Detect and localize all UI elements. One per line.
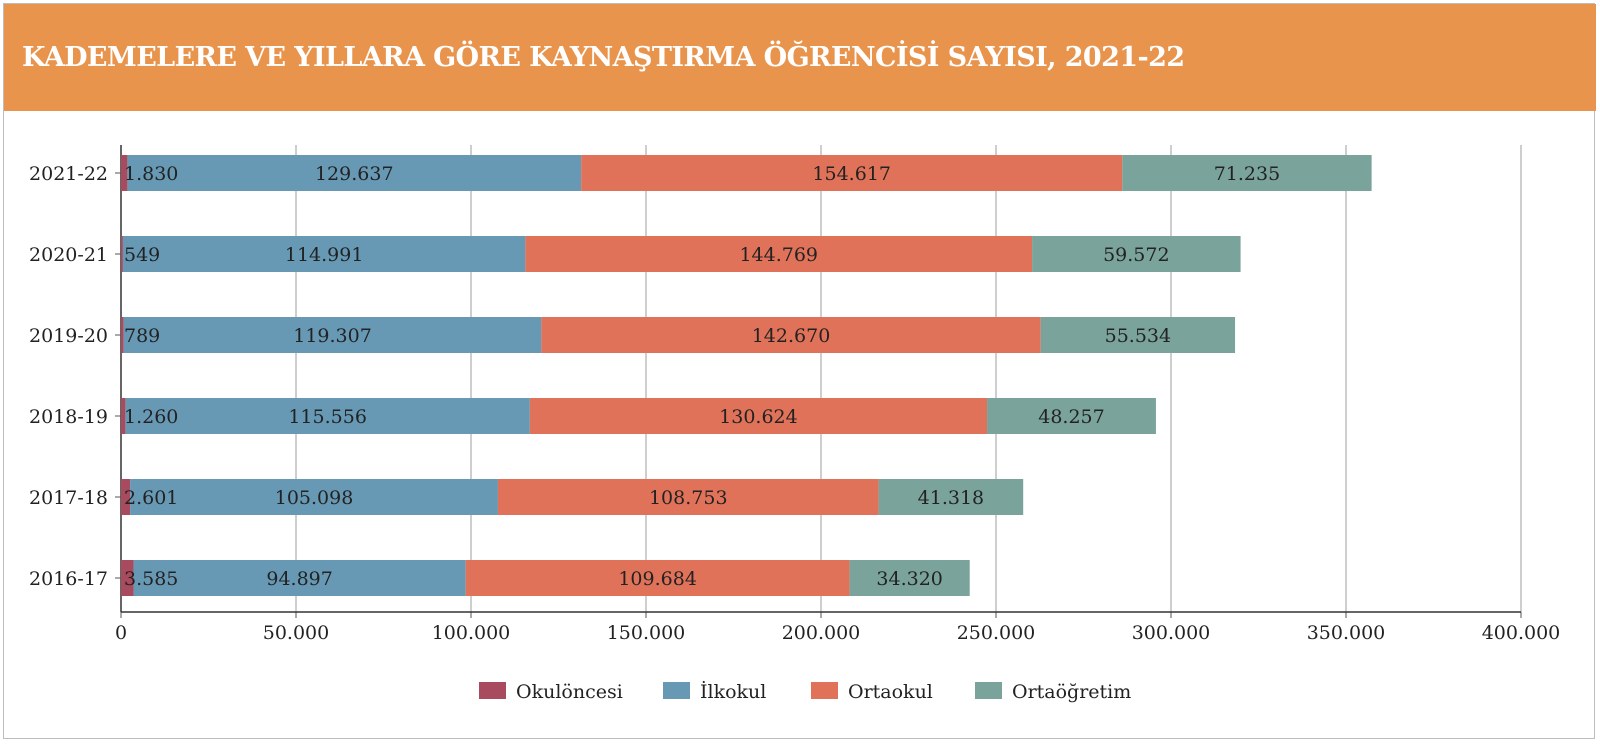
data-label-ortaogretim: 55.534 bbox=[1105, 325, 1171, 347]
x-tick-label: 100.000 bbox=[432, 622, 511, 644]
bar-ortaogretim-2021-22 bbox=[1122, 155, 1372, 191]
bar-ortaogretim-2016-17 bbox=[849, 560, 970, 596]
bar-ortaokul-2020-21 bbox=[525, 236, 1033, 272]
chart-title: KADEMELERE VE YILLARA GÖRE KAYNAŞTIRMA Ö… bbox=[22, 42, 1185, 73]
data-label-ortaokul: 144.769 bbox=[739, 244, 818, 266]
data-label-ilkokul: 94.897 bbox=[266, 568, 332, 590]
data-label-okuloncesi: 1.830 bbox=[124, 163, 178, 185]
bar-ilkokul-2017-18 bbox=[130, 479, 498, 515]
y-category-label: 2021-22 bbox=[29, 163, 108, 185]
bar-okuloncesi-2017-18 bbox=[121, 479, 131, 515]
bar-ilkokul-2018-19 bbox=[125, 398, 530, 434]
bar-ortaokul-2016-17 bbox=[465, 560, 850, 596]
data-label-ortaogretim: 34.320 bbox=[876, 568, 942, 590]
bar-okuloncesi-2019-20 bbox=[121, 317, 124, 353]
data-label-okuloncesi: 789 bbox=[124, 325, 160, 347]
bar-ortaogretim-2017-18 bbox=[878, 479, 1024, 515]
x-tick-label: 300.000 bbox=[1132, 622, 1211, 644]
data-label-okuloncesi: 1.260 bbox=[124, 406, 178, 428]
x-tick-label: 400.000 bbox=[1482, 622, 1561, 644]
data-label-ilkokul: 119.307 bbox=[293, 325, 372, 347]
legend-swatch-ortaokul bbox=[811, 682, 838, 699]
bar-ilkokul-2016-17 bbox=[133, 560, 466, 596]
x-tick-label: 50.000 bbox=[263, 622, 329, 644]
data-label-ortaokul: 142.670 bbox=[752, 325, 831, 347]
bar-ortaogretim-2019-20 bbox=[1040, 317, 1236, 353]
x-tick-label: 0 bbox=[115, 622, 127, 644]
data-label-ortaokul: 130.624 bbox=[719, 406, 798, 428]
data-label-ortaokul: 109.684 bbox=[618, 568, 697, 590]
data-label-okuloncesi: 2.601 bbox=[124, 487, 178, 509]
y-category-label: 2018-19 bbox=[29, 406, 108, 428]
bar-ortaokul-2019-20 bbox=[541, 317, 1041, 353]
bar-ortaokul-2021-22 bbox=[581, 155, 1123, 191]
bar-ortaogretim-2018-19 bbox=[987, 398, 1156, 434]
legend-label-ortaogretim: Ortaöğretim bbox=[1012, 681, 1131, 703]
x-tick-label: 350.000 bbox=[1307, 622, 1386, 644]
bar-ortaokul-2018-19 bbox=[529, 398, 988, 434]
legend-label-ilkokul: İlkokul bbox=[700, 680, 766, 703]
data-label-ilkokul: 129.637 bbox=[315, 163, 394, 185]
x-tick-label: 200.000 bbox=[782, 622, 861, 644]
data-label-ortaogretim: 41.318 bbox=[918, 487, 984, 509]
data-label-okuloncesi: 3.585 bbox=[124, 568, 178, 590]
bar-ortaokul-2017-18 bbox=[497, 479, 879, 515]
chart-frame bbox=[3, 3, 1595, 739]
x-tick-label: 250.000 bbox=[957, 622, 1036, 644]
bar-ilkokul-2020-21 bbox=[122, 236, 526, 272]
bar-ilkokul-2019-20 bbox=[123, 317, 542, 353]
bar-ortaogretim-2020-21 bbox=[1032, 236, 1241, 272]
y-category-label: 2019-20 bbox=[29, 325, 108, 347]
data-label-okuloncesi: 549 bbox=[124, 244, 160, 266]
data-label-ortaokul: 154.617 bbox=[812, 163, 891, 185]
x-tick-label: 150.000 bbox=[607, 622, 686, 644]
data-label-ortaogretim: 48.257 bbox=[1038, 406, 1104, 428]
legend-swatch-ortaogretim bbox=[975, 682, 1002, 699]
bar-okuloncesi-2016-17 bbox=[121, 560, 134, 596]
data-label-ilkokul: 114.991 bbox=[285, 244, 364, 266]
y-category-label: 2020-21 bbox=[29, 244, 108, 266]
data-label-ilkokul: 115.556 bbox=[288, 406, 367, 428]
title-banner: KADEMELERE VE YILLARA GÖRE KAYNAŞTIRMA Ö… bbox=[4, 4, 1596, 111]
y-category-label: 2017-18 bbox=[29, 487, 108, 509]
legend-label-okuloncesi: Okulöncesi bbox=[516, 681, 623, 703]
y-category-label: 2016-17 bbox=[29, 568, 108, 590]
data-label-ortaogretim: 71.235 bbox=[1214, 163, 1280, 185]
legend-swatch-ilkokul bbox=[663, 682, 690, 699]
data-label-ortaokul: 108.753 bbox=[649, 487, 728, 509]
bar-okuloncesi-2018-19 bbox=[121, 398, 126, 434]
bar-okuloncesi-2020-21 bbox=[121, 236, 123, 272]
legend-label-ortaokul: Ortaokul bbox=[848, 681, 933, 703]
bar-ilkokul-2021-22 bbox=[127, 155, 582, 191]
data-label-ortaogretim: 59.572 bbox=[1103, 244, 1169, 266]
legend-swatch-okuloncesi bbox=[479, 682, 506, 699]
data-label-ilkokul: 105.098 bbox=[275, 487, 354, 509]
bar-okuloncesi-2021-22 bbox=[121, 155, 128, 191]
